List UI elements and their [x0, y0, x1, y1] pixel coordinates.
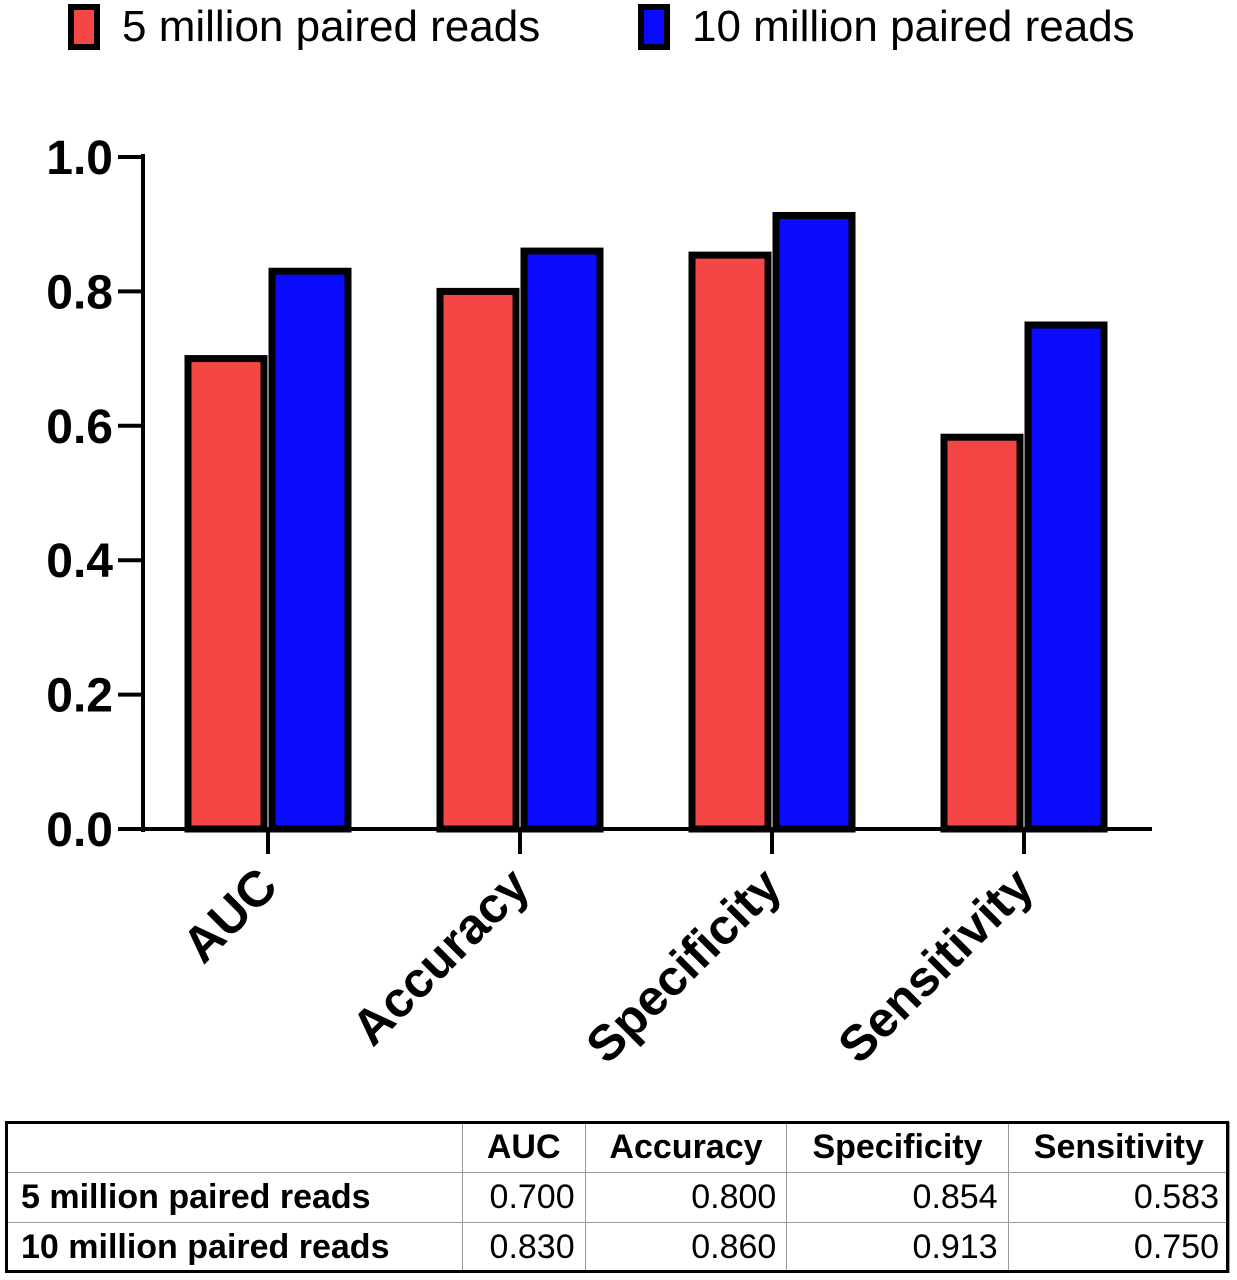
legend-item-series-1: 5 million paired reads: [68, 2, 540, 52]
table-row: 10 million paired reads 0.830 0.860 0.91…: [6, 1222, 1231, 1273]
y-tick-label: 1.0: [46, 132, 113, 185]
table-row-label: 5 million paired reads: [6, 1172, 463, 1223]
y-tick-label: 0.8: [46, 266, 113, 319]
table-cell: 0.913: [786, 1222, 1009, 1273]
table-cell: 0.854: [786, 1172, 1009, 1223]
y-tick-label: 0.0: [46, 804, 113, 857]
table-cell: 0.750: [1007, 1222, 1231, 1273]
bar-accuracy-series-1: [436, 287, 520, 833]
table-header-empty: [6, 1122, 463, 1173]
legend-swatch-series-2: [638, 4, 670, 50]
y-tick-label: 0.6: [46, 401, 113, 454]
table-cell: 0.700: [461, 1172, 586, 1223]
x-tick-label-sensitivity: Sensitivity: [827, 857, 1044, 1074]
table-header-accuracy: Accuracy: [584, 1122, 788, 1173]
table-header-row: AUC Accuracy Specificity Sensitivity: [6, 1122, 1231, 1173]
bar-accuracy-series-2: [520, 247, 604, 833]
legend-item-series-2: 10 million paired reads: [638, 2, 1135, 52]
legend-label-series-1: 5 million paired reads: [122, 2, 541, 51]
bar-specificity-series-1: [688, 251, 772, 833]
bar-auc-series-1: [184, 355, 268, 833]
table-row-label: 10 million paired reads: [6, 1222, 463, 1273]
bar-specificity-series-2: [772, 211, 856, 833]
legend-label-series-2: 10 million paired reads: [692, 2, 1135, 51]
table-header-auc: AUC: [461, 1122, 586, 1173]
table-cell: 0.800: [584, 1172, 788, 1223]
legend-swatch-series-1: [68, 4, 100, 50]
data-table: AUC Accuracy Specificity Sensitivity 5 m…: [6, 1122, 1231, 1273]
table-cell: 0.830: [461, 1222, 586, 1273]
table-header-sensitivity: Sensitivity: [1007, 1122, 1231, 1173]
y-tick-label: 0.4: [46, 535, 113, 588]
x-tick-label-specificity: Specificity: [575, 857, 792, 1074]
chart-legend: 5 million paired reads 10 million paired…: [0, 0, 1237, 60]
y-tick-label: 0.2: [46, 670, 113, 723]
table-row: 5 million paired reads 0.700 0.800 0.854…: [6, 1172, 1231, 1223]
bar-auc-series-2: [268, 267, 352, 833]
bar-chart: 0.0 0.2 0.4 0.6 0.8 1.0 AUC Accuracy Specificity…: [46, 132, 1152, 1074]
x-tick-label-auc: AUC: [172, 857, 288, 973]
table-header-specificity: Specificity: [786, 1122, 1009, 1173]
bar-sensitivity-series-1: [940, 433, 1024, 833]
x-tick-label-accuracy: Accuracy: [341, 857, 540, 1056]
table-cell: 0.860: [584, 1222, 788, 1273]
table-cell: 0.583: [1007, 1172, 1231, 1223]
bar-sensitivity-series-2: [1024, 321, 1108, 833]
